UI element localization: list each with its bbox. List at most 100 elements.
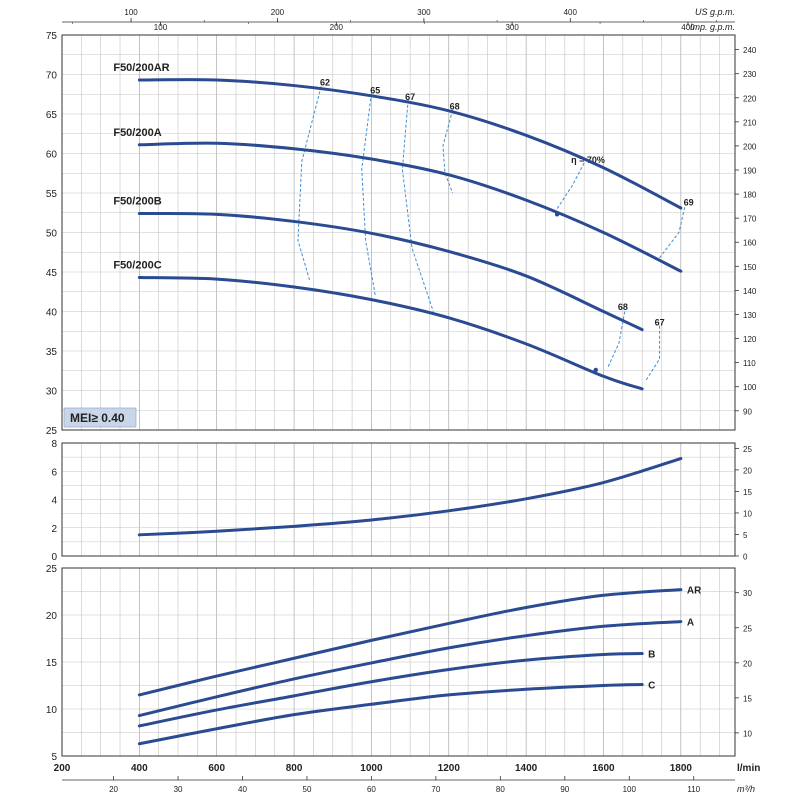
m3h-unit: m³/h (737, 784, 755, 794)
head-curve-f50-200ar (137, 78, 683, 210)
npsh-curve (137, 457, 683, 537)
y2-tick-label: 200 (743, 142, 757, 151)
y-tick-label: 5 (51, 752, 57, 763)
panel-frame-power (61, 567, 736, 757)
tick-label-layer: 2530354045505560657075024685101520259010… (46, 7, 760, 794)
power-curve-a (137, 620, 683, 718)
top-us-tick-label: 100 (124, 8, 138, 17)
m3h-tick-label: 40 (238, 785, 247, 794)
m3h-tick-label: 30 (174, 785, 183, 794)
top-imp-unit: Imp. g.p.m. (690, 22, 735, 32)
m3h-tick-label: 50 (303, 785, 312, 794)
y-tick-label: 8 (51, 439, 57, 450)
y-tick-label: 4 (51, 496, 57, 507)
y2-tick-label: 220 (743, 94, 757, 103)
head-curve-f50-200a (137, 141, 683, 273)
y-tick-label: 15 (46, 658, 58, 669)
x-tick-label: 200 (54, 763, 71, 774)
y-tick-label: 6 (51, 467, 57, 478)
x-tick-label: 400 (131, 763, 148, 774)
y2-tick-label: 110 (743, 359, 756, 368)
x-tick-label: 800 (286, 763, 303, 774)
head-curve-label: F50/200C (113, 260, 161, 272)
head-curve-f50-200c (137, 276, 644, 391)
efficiency-iso-line (556, 162, 585, 210)
m3h-tick-label: 100 (623, 785, 637, 794)
head-curve-label: F50/200AR (113, 62, 169, 74)
y2-tick-label: 90 (743, 407, 752, 416)
y-tick-label: 60 (46, 150, 58, 161)
y-tick-label: 45 (46, 268, 58, 279)
y2-tick-label: 230 (743, 70, 757, 79)
m3h-tick-label: 20 (109, 785, 118, 794)
efficiency-iso-line (442, 109, 454, 194)
y2-tick-label: 140 (743, 287, 757, 296)
power-curve-c (137, 683, 644, 746)
y2-tick-label: 150 (743, 263, 757, 272)
x-tick-label: 1400 (515, 763, 538, 774)
y2-tick-label: 10 (743, 509, 752, 518)
y2-tick-label: 20 (743, 659, 752, 668)
head-curve-label: F50/200B (113, 196, 161, 208)
y-tick-label: 25 (46, 426, 58, 437)
y-tick-label: 10 (46, 705, 58, 716)
m3h-tick-label: 110 (687, 785, 700, 794)
y2-tick-label: 130 (743, 311, 757, 320)
y-tick-label: 20 (46, 611, 58, 622)
y2-tick-label: 180 (743, 191, 757, 200)
top-us-unit: US g.p.m. (695, 7, 735, 17)
y2-tick-label: 120 (743, 335, 757, 344)
power-curve-label: B (648, 650, 655, 661)
top-imp-tick-label: 200 (330, 23, 344, 32)
efficiency-iso-line (297, 86, 322, 281)
y-tick-label: 65 (46, 110, 58, 121)
series-layer (137, 78, 683, 746)
y-tick-label: 30 (46, 387, 58, 398)
y2-tick-label: 15 (743, 694, 752, 703)
top-imp-tick-label: 300 (505, 23, 519, 32)
power-curve-b (137, 652, 644, 728)
mei-label: MEI≥ 0.40 (70, 411, 125, 425)
y-tick-label: 40 (46, 308, 58, 319)
top-imp-tick-label: 100 (154, 23, 168, 32)
panel-frame-npsh (61, 442, 736, 557)
head-curve-label: F50/200A (113, 127, 161, 139)
y2-tick-label: 15 (743, 488, 752, 497)
series-label-layer: F50/200AR F50/200A F50/200B F50/200C AR A B C ME… (63, 62, 702, 692)
y-tick-label: 55 (46, 189, 58, 200)
power-curve-label: AR (687, 586, 702, 597)
y-tick-label: 70 (46, 71, 58, 82)
y2-tick-label: 5 (743, 531, 748, 540)
efficiency-label: 65 (370, 85, 380, 95)
y2-tick-label: 170 (743, 215, 757, 224)
efficiency-iso-line (645, 325, 661, 381)
x-tick-label: 1200 (438, 763, 461, 774)
x-tick-label: 1800 (670, 763, 693, 774)
efficiency-label: 62 (320, 78, 330, 88)
top-us-tick-label: 200 (271, 8, 285, 17)
y2-tick-label: 30 (743, 589, 752, 598)
efficiency-iso-line (659, 207, 686, 259)
panel-frame-head (61, 34, 736, 431)
y2-tick-label: 190 (743, 166, 757, 175)
power-curve-ar (137, 588, 683, 697)
top-imp-tick-label: 400 (681, 23, 695, 32)
y-tick-label: 35 (46, 347, 58, 358)
m3h-tick-label: 60 (367, 785, 376, 794)
frame-layer (61, 34, 736, 757)
y2-tick-label: 100 (743, 383, 757, 392)
y2-tick-label: 240 (743, 46, 757, 55)
x-tick-label: 600 (208, 763, 225, 774)
y-tick-label: 50 (46, 229, 58, 240)
y-tick-label: 2 (51, 524, 57, 535)
head-curve-f50-200b (137, 211, 644, 332)
mei-badge (63, 407, 137, 428)
x-axis-unit: l/min (737, 763, 760, 774)
y-tick-label: 75 (46, 31, 58, 42)
top-us-tick-label: 400 (564, 8, 578, 17)
y2-tick-label: 25 (743, 624, 752, 633)
top-us-tick-label: 300 (417, 8, 431, 17)
power-curve-label: C (648, 681, 655, 692)
